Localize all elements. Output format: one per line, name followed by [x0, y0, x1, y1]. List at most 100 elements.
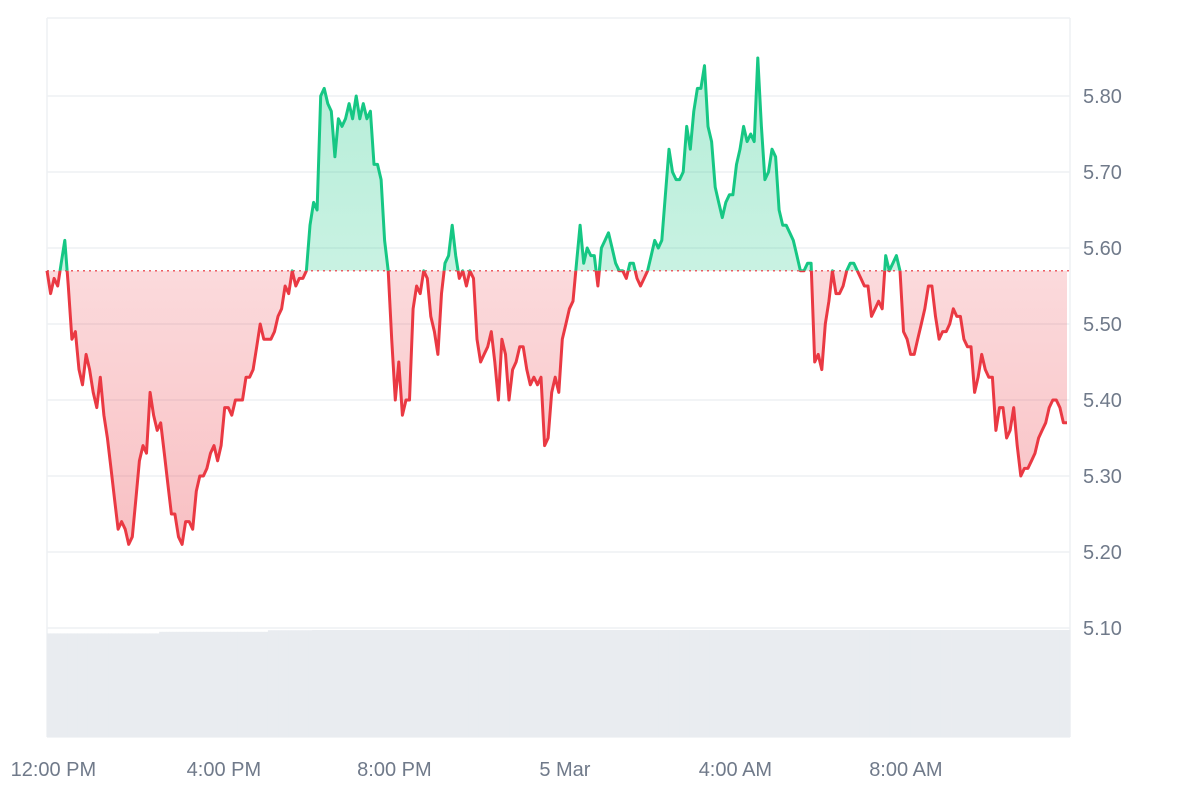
volume-bar	[937, 630, 942, 737]
volume-bar	[566, 630, 571, 737]
volume-bar	[315, 630, 320, 737]
x-tick-label-1: 4:00 PM	[187, 759, 261, 781]
volume-bar	[634, 630, 639, 737]
y-tick-label-5.30: 5.30	[1083, 466, 1122, 488]
volume-bar	[774, 630, 779, 737]
volume-bar	[63, 633, 68, 737]
volume-bar	[736, 630, 741, 737]
volume-bar	[165, 631, 170, 737]
volume-bar	[1022, 630, 1027, 737]
volume-bar	[250, 631, 255, 737]
volume-bar	[244, 631, 248, 737]
volume-bar	[849, 630, 853, 737]
volume-bar	[203, 631, 208, 737]
volume-bar	[356, 630, 361, 737]
volume-bar	[869, 630, 874, 737]
volume-bar	[468, 630, 473, 737]
volume-bar	[906, 630, 911, 737]
volume-bar	[706, 630, 711, 737]
volume-bar	[604, 630, 609, 737]
volume-bar	[811, 630, 816, 737]
volume-bar	[675, 630, 680, 737]
volume-bar	[104, 633, 109, 737]
volume-bar	[699, 630, 704, 737]
volume-bar	[767, 630, 772, 737]
volume-bar	[94, 633, 99, 737]
volume-bar	[920, 630, 925, 737]
volume-bar	[1042, 630, 1047, 737]
volume-bar	[845, 630, 850, 737]
volume-bar	[570, 630, 575, 737]
volume-bar	[162, 631, 167, 737]
volume-bar	[692, 630, 697, 737]
volume-bar	[349, 630, 354, 737]
volume-bar	[176, 631, 180, 737]
x-tick-label-5: 8:00 AM	[869, 759, 942, 781]
volume-bar	[781, 630, 785, 737]
volume-bar	[437, 630, 442, 737]
volume-bar	[172, 631, 177, 737]
volume-bar	[740, 630, 745, 737]
volume-bar	[961, 630, 966, 737]
volume-bar	[1049, 630, 1054, 737]
volume-bar	[716, 630, 721, 737]
price-lines	[45, 56, 1067, 546]
volume-bar	[621, 630, 626, 737]
volume-bar	[1029, 630, 1034, 737]
y-tick-label-5.50: 5.50	[1083, 314, 1122, 336]
volume-bar	[87, 633, 92, 737]
volume-bar	[1015, 630, 1020, 737]
volume-bar	[1002, 630, 1006, 737]
volume-bar	[662, 630, 666, 737]
volume-bar	[934, 630, 938, 737]
volume-bar	[533, 630, 537, 737]
volume-bar	[519, 630, 524, 737]
volume-bar	[1005, 630, 1010, 737]
price-line-above	[47, 56, 902, 271]
volume-bar	[118, 633, 123, 737]
volume-bar	[658, 630, 663, 737]
volume-bar	[417, 630, 422, 737]
y-tick-label-5.80: 5.80	[1083, 86, 1122, 108]
volume-bar	[539, 630, 544, 737]
volume-bar	[264, 631, 269, 737]
volume-bar	[420, 630, 425, 737]
volume-bar	[638, 630, 643, 737]
volume-bar	[91, 633, 95, 737]
volume-bar	[475, 630, 480, 737]
volume-bar	[580, 630, 585, 737]
volume-bar	[74, 633, 78, 737]
volume-bar	[665, 630, 670, 737]
volume-bar	[900, 630, 904, 737]
volume-bar	[70, 633, 75, 737]
volume-bar	[342, 630, 347, 737]
volume-bar	[573, 630, 578, 737]
volume-bar	[981, 630, 986, 737]
volume-bar	[743, 630, 748, 737]
volume-bar	[84, 633, 89, 737]
volume-bar	[954, 630, 959, 737]
volume-bar	[193, 631, 197, 737]
volume-bar	[478, 630, 483, 737]
volume-bar	[1032, 630, 1037, 737]
volume-bar	[431, 630, 435, 737]
volume-bar	[872, 630, 877, 737]
volume-bar	[940, 630, 945, 737]
y-tick-label-5.40: 5.40	[1083, 390, 1122, 412]
volume-bar	[281, 630, 286, 737]
volume-bar	[679, 630, 683, 737]
volume-bar	[169, 631, 174, 737]
area-above-baseline	[60, 58, 900, 271]
volume-bar	[617, 630, 622, 737]
volume-bar	[553, 630, 558, 737]
volume-bar	[274, 630, 279, 737]
volume-bar	[186, 631, 191, 737]
volume-bar	[444, 630, 449, 737]
volume-bar	[206, 631, 211, 737]
volume-bar	[913, 630, 918, 737]
volume-bar	[210, 631, 214, 737]
volume-bar	[278, 630, 282, 737]
volume-bar	[400, 630, 405, 737]
x-tick-label-3: 5 Mar	[539, 759, 590, 781]
volume-bar	[485, 630, 490, 737]
